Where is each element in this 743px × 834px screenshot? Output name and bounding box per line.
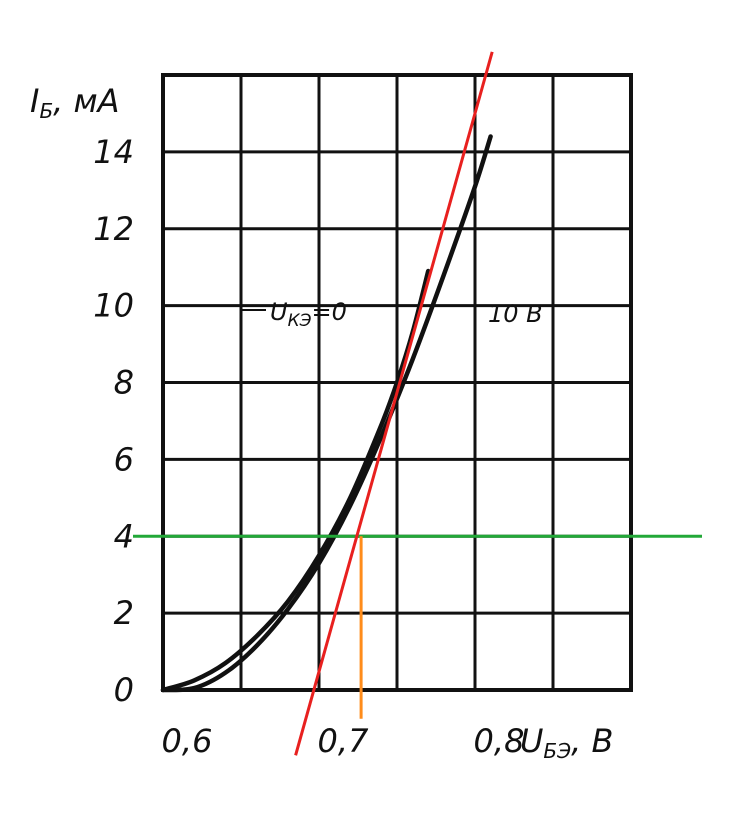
- annotations: [133, 51, 702, 756]
- x-axis-label: UБЭ, В: [520, 722, 613, 763]
- curves: [160, 134, 493, 693]
- y-tick-label-6: 12: [93, 210, 134, 248]
- series-label-2: 10 В: [488, 300, 543, 328]
- y-tick-label-2: 4: [114, 517, 134, 555]
- y-tick-label-0: 0: [114, 671, 134, 709]
- series-line-1: [160, 268, 431, 693]
- x-tick-label-0: 0,6: [162, 722, 213, 760]
- y-axis-label: IБ, мА: [30, 82, 120, 123]
- x-tick-label-2: 0,8: [474, 722, 525, 760]
- red-tangent-line: [294, 51, 494, 756]
- plot-frame: [161, 73, 633, 692]
- tick-labels: 0 2 4 6 8 10 12 14 0,6 0,7 0,8: [93, 133, 524, 760]
- y-tick-label-5: 10: [93, 287, 134, 325]
- y-tick-label-3: 6: [114, 440, 134, 478]
- x-tick-label-1: 0,7: [318, 722, 370, 760]
- series-label-1-text: UКЭ=0: [270, 298, 347, 331]
- y-tick-label-7: 14: [93, 133, 134, 171]
- y-tick-label-4: 8: [114, 364, 134, 402]
- grid: [163, 75, 631, 690]
- series-line-2: [160, 134, 493, 693]
- y-tick-label-1: 2: [114, 594, 134, 632]
- series-label-1: UКЭ=0: [242, 298, 347, 331]
